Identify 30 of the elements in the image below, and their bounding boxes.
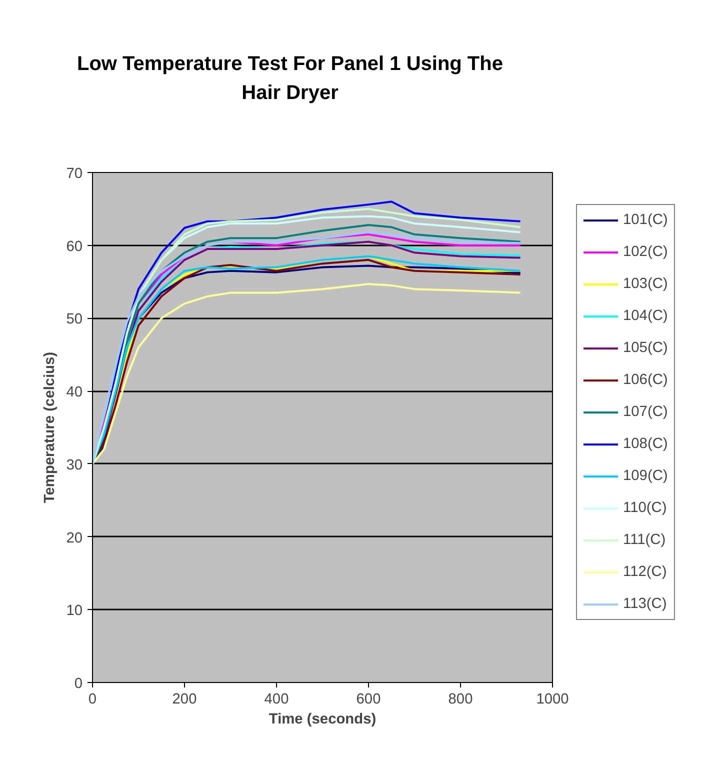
x-tick-label: 0 xyxy=(88,692,97,708)
y-axis-title: Temperature (celcius) xyxy=(42,352,58,504)
y-tick-label: 40 xyxy=(66,384,83,401)
legend-label: 101(C) xyxy=(623,212,668,228)
legend-label: 105(C) xyxy=(623,340,668,356)
y-tick-label: 60 xyxy=(66,238,83,255)
x-tick-label: 800 xyxy=(448,692,473,708)
legend-label: 104(C) xyxy=(623,308,668,324)
legend-label: 112(C) xyxy=(623,564,667,580)
legend-label: 110(C) xyxy=(623,500,667,516)
y-tick-label: 70 xyxy=(66,166,83,182)
x-tick-label: 1000 xyxy=(536,692,569,708)
x-tick-label: 200 xyxy=(172,692,197,708)
y-tick-label: 50 xyxy=(66,312,83,328)
y-tick-label: 10 xyxy=(66,603,83,620)
x-tick-label: 600 xyxy=(356,692,381,708)
legend-label: 107(C) xyxy=(623,404,668,420)
y-tick-label: 20 xyxy=(66,530,83,546)
x-axis-title: Time (seconds) xyxy=(268,712,376,728)
chart-title: Low Temperature Test For Panel 1 Using The Hair Dryer xyxy=(76,52,504,106)
legend-label: 102(C) xyxy=(623,244,668,260)
legend-label: 111(C) xyxy=(623,532,666,548)
x-tick-label: 400 xyxy=(264,692,289,708)
legend-label: 113(C) xyxy=(623,596,667,612)
legend-label: 103(C) xyxy=(623,276,668,292)
y-tick-label: 0 xyxy=(74,676,83,692)
y-tick-label: 30 xyxy=(66,457,83,474)
legend-label: 106(C) xyxy=(623,372,668,388)
legend-label: 108(C) xyxy=(623,436,668,452)
legend-label: 109(C) xyxy=(623,468,668,484)
